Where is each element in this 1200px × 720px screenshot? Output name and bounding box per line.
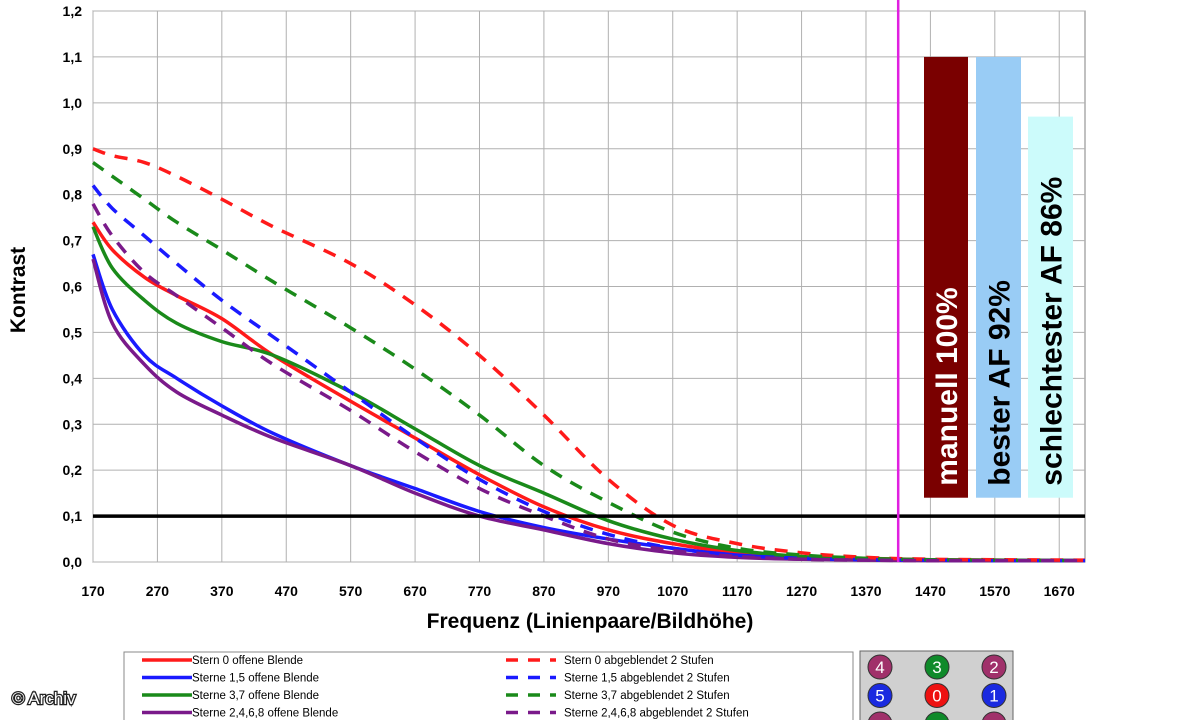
star-position-diagram: 4 3 2 5 0 1 bbox=[859, 650, 1014, 720]
star-marker bbox=[925, 711, 949, 720]
star-marker bbox=[924, 683, 950, 708]
legend-label: Sterne 3,7 abgeblendet 2 Stufen bbox=[564, 690, 730, 702]
series-lines bbox=[91, 147, 1086, 563]
x-tick-label: 1070 bbox=[657, 583, 688, 599]
x-tick-label: 370 bbox=[210, 583, 234, 599]
y-tick-label: 0,0 bbox=[63, 554, 83, 570]
x-tick-labels: 170 270 370 470 570 670 770 870 970 1070 1170 1270 1… bbox=[81, 583, 1075, 599]
legend: Stern 0 offene Blende Sterne 1,5 offene B… bbox=[123, 651, 854, 720]
x-tick-label: 470 bbox=[275, 583, 299, 599]
legend-label: Sterne 2,4,6,8 offene Blende bbox=[192, 708, 338, 720]
star-marker-number: 2 bbox=[989, 658, 998, 677]
x-tick-label: 1170 bbox=[722, 583, 753, 599]
star-marker-number: 0 bbox=[932, 687, 941, 706]
y-tick-label: 1,2 bbox=[63, 3, 83, 19]
star-marker bbox=[924, 654, 950, 680]
x-tick-label: 570 bbox=[339, 583, 363, 599]
legend-label: Sterne 1,5 offene Blende bbox=[192, 673, 319, 685]
legend-label: Sterne 3,7 offene Blende bbox=[192, 690, 319, 702]
star-marker-number: 1 bbox=[989, 687, 998, 706]
y-tick-labels: 0,0 0,1 0,2 0,3 0,4 0,5 0,6 0,7 0,8 0,9 1,0 1,1 1,2 bbox=[63, 3, 83, 570]
y-tick-label: 0,3 bbox=[63, 416, 83, 432]
af-bar-label: manuell 100% bbox=[931, 287, 964, 485]
af-bar bbox=[976, 56, 1021, 498]
y-tick-label: 0,5 bbox=[63, 324, 83, 340]
legend-label: Stern 0 offene Blende bbox=[192, 655, 303, 667]
x-tick-label: 170 bbox=[81, 583, 105, 599]
x-tick-label: 1370 bbox=[850, 583, 881, 599]
af-bar-label: schlechtester AF 86% bbox=[1036, 177, 1069, 486]
y-tick-label: 0,1 bbox=[63, 508, 83, 524]
x-tick-label: 1570 bbox=[979, 583, 1010, 599]
star-marker bbox=[868, 711, 892, 720]
star-marker bbox=[867, 654, 893, 680]
copyright-text: © Archiv bbox=[12, 689, 76, 708]
y-tick-label: 0,2 bbox=[63, 462, 83, 478]
af-bar-label: bester AF 92% bbox=[984, 280, 1017, 486]
y-tick-label: 0,8 bbox=[63, 187, 83, 203]
y-axis-title: Kontrast bbox=[7, 247, 30, 333]
y-tick-label: 1,1 bbox=[63, 49, 83, 65]
x-axis-title: Frequenz (Linienpaare/Bildhöhe) bbox=[427, 610, 754, 633]
x-tick-label: 1470 bbox=[915, 583, 946, 599]
legend-label: Stern 0 abgeblendet 2 Stufen bbox=[564, 655, 714, 667]
x-tick-label: 1670 bbox=[1044, 583, 1075, 599]
x-tick-label: 670 bbox=[403, 583, 427, 599]
star-marker-number: 3 bbox=[932, 658, 941, 677]
grid bbox=[92, 10, 1086, 563]
legend-label: Sterne 2,4,6,8 abgeblendet 2 Stufen bbox=[564, 708, 749, 720]
x-tick-label: 1270 bbox=[786, 583, 817, 599]
reference-lines bbox=[93, 0, 1085, 562]
star-marker bbox=[981, 683, 1007, 708]
x-tick-label: 970 bbox=[597, 583, 621, 599]
x-tick-label: 770 bbox=[468, 583, 492, 599]
af-bar bbox=[924, 56, 968, 498]
y-tick-label: 0,4 bbox=[63, 370, 83, 386]
y-tick-label: 0,9 bbox=[63, 141, 83, 157]
star-marker-number: 5 bbox=[875, 687, 884, 706]
star-marker bbox=[867, 683, 893, 708]
af-bars: manuell 100% bester AF 92% schlechtester A… bbox=[924, 56, 1073, 498]
star-marker-number: 4 bbox=[875, 658, 884, 677]
x-tick-label: 870 bbox=[532, 583, 556, 599]
af-bar bbox=[1028, 116, 1073, 498]
x-tick-label: 270 bbox=[146, 583, 170, 599]
star-marker bbox=[982, 711, 1006, 720]
legend-label: Sterne 1,5 abgeblendet 2 Stufen bbox=[564, 673, 730, 685]
series-line bbox=[91, 202, 1085, 563]
y-tick-label: 1,0 bbox=[63, 95, 83, 111]
legend-box bbox=[123, 651, 854, 720]
star-marker bbox=[981, 654, 1007, 680]
y-tick-label: 0,6 bbox=[63, 279, 83, 295]
y-tick-label: 0,7 bbox=[63, 233, 83, 249]
